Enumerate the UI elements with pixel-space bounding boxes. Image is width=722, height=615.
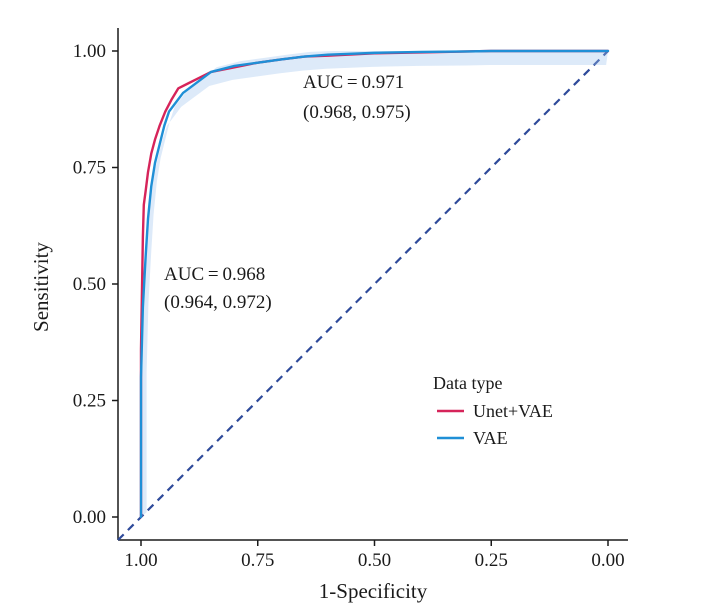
legend: Data type Unet+VAE VAE [433,373,553,448]
auc-annotation-unet-vae-line1: AUC = 0.971 [303,72,404,93]
x-axis-title: 1-Specificity [319,579,428,603]
y-tick-label: 0.25 [73,391,106,412]
legend-label-unet-vae: Unet+VAE [473,401,553,421]
reference-line-layer [117,50,609,541]
series-line-vae [139,49,610,519]
series-layer [139,49,610,519]
ci-band-layer [141,51,608,517]
y-tick-label: 0.00 [73,507,106,528]
auc-annotation-unet-vae-line2: (0.968, 0.975) [303,102,411,123]
x-tick-label: 0.75 [241,550,274,571]
x-tick-label: 0.00 [591,550,624,571]
ci-band-vae [141,51,608,517]
y-axis-title: Sensitivity [29,242,53,332]
ticks-layer: 1.00 0.75 0.50 0.25 0.00 0.00 0.25 0.50 0.75 1.00 [73,41,625,571]
x-tick-label: 0.50 [358,550,391,571]
auc-annotation-vae-line2: (0.964, 0.972) [164,292,272,313]
legend-title: Data type [433,373,502,393]
auc-annotation-vae-line1: AUC = 0.968 [164,264,265,285]
reference-diagonal-line [117,50,609,541]
y-tick-label: 1.00 [73,41,106,62]
y-tick-label: 0.50 [73,274,106,295]
x-tick-label: 1.00 [124,550,157,571]
legend-label-vae: VAE [473,428,508,448]
x-tick-label: 0.25 [475,550,508,571]
y-tick-label: 0.75 [73,158,106,179]
